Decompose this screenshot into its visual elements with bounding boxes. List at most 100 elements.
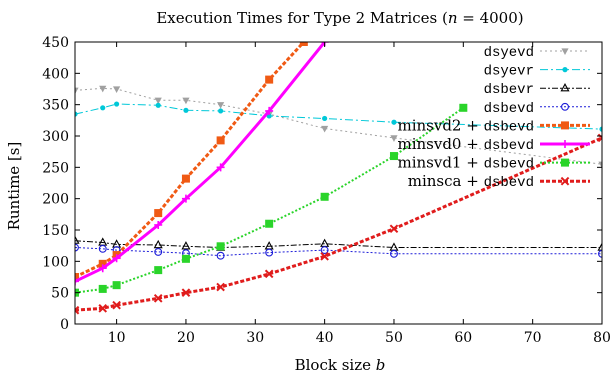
data-point [265, 219, 274, 228]
legend-label: minsvd0 + dsbevd [397, 135, 534, 154]
x-tick-label: 10 [108, 330, 126, 346]
data-point [389, 224, 399, 234]
data-point [155, 102, 161, 108]
data-point [216, 163, 225, 172]
data-point [113, 86, 121, 93]
legend-marker [561, 48, 569, 55]
data-point [112, 254, 121, 263]
legend-marker [560, 176, 570, 186]
data-point [459, 103, 468, 112]
data-point [75, 243, 79, 252]
data-point [216, 242, 225, 251]
legend-entry: minsvd1 + dsbevd [397, 154, 590, 173]
x-tick-label: 60 [454, 330, 472, 346]
data-point [216, 251, 225, 260]
x-tick-label: 70 [524, 330, 542, 346]
y-tick-label: 250 [42, 160, 69, 176]
legend-label: dsbevd [484, 101, 534, 117]
legend-entry: dsyevr [484, 64, 590, 80]
data-point [216, 136, 225, 145]
data-point [98, 244, 107, 253]
series-minsvd0-dsbevd [75, 42, 329, 286]
data-point [599, 126, 602, 132]
x-tick-label: 30 [246, 330, 264, 346]
legend-label: dsyevr [484, 64, 534, 80]
data-point [299, 42, 308, 46]
y-tick-label: 0 [60, 317, 69, 333]
data-point [322, 115, 328, 122]
data-point [112, 300, 121, 310]
legend-entry: dsbevr [484, 82, 590, 98]
data-point [321, 125, 329, 133]
data-point [390, 249, 398, 258]
data-point [389, 242, 399, 251]
data-point [98, 259, 107, 268]
data-point [75, 273, 79, 281]
series-line [75, 103, 602, 130]
legend-entry: dsyevd [484, 45, 590, 61]
data-point [75, 235, 80, 244]
data-point [320, 246, 329, 255]
data-point [98, 304, 108, 313]
legend-label: minsvd1 + dsbevd [397, 154, 534, 173]
data-point [389, 152, 398, 161]
data-point [98, 237, 108, 246]
chart-title: Execution Times for Type 2 Matrices (n =… [156, 9, 523, 27]
data-point [390, 135, 398, 142]
data-point [320, 238, 330, 247]
x-axis-label: Block size b [295, 356, 386, 374]
data-point [264, 269, 274, 279]
data-point [264, 241, 274, 250]
series-dsyevr [75, 101, 602, 132]
data-point [181, 241, 191, 250]
x-tick-label: 40 [316, 330, 334, 346]
data-point [320, 252, 329, 261]
series-minsca-dsbevd [75, 133, 602, 315]
data-point [597, 133, 602, 143]
series-dsbevd [75, 243, 602, 260]
data-point [100, 105, 106, 111]
data-point [154, 209, 163, 218]
legend-entry: minsca + dsbevd [408, 172, 590, 191]
data-point [265, 106, 274, 115]
legend-marker [560, 83, 570, 92]
x-tick-label: 50 [385, 330, 403, 346]
plot-frame [74, 41, 603, 325]
y-tick-label: 300 [42, 129, 69, 145]
data-point [153, 239, 163, 249]
series-line [75, 106, 464, 294]
data-point [218, 108, 224, 114]
y-tick-label: 400 [42, 66, 69, 82]
legend-marker [561, 121, 569, 130]
data-point [98, 284, 107, 293]
data-point [265, 75, 274, 84]
data-point [216, 282, 225, 292]
plot-area [75, 42, 602, 315]
series-line [75, 42, 326, 283]
x-tick-label: 80 [593, 330, 610, 346]
y-axis-label: Runtime [s] [5, 142, 23, 231]
legend-entry: minsvd0 + dsbevd [397, 135, 590, 154]
y-tick-label: 100 [42, 254, 69, 270]
data-point [598, 161, 602, 169]
y-tick-label: 150 [42, 223, 69, 239]
data-point [75, 305, 80, 315]
data-point [154, 97, 162, 105]
y-tick-label: 350 [42, 98, 69, 114]
data-point [320, 192, 329, 201]
data-point [183, 107, 189, 113]
x-tick-label: 20 [177, 330, 195, 346]
legend-marker [561, 158, 569, 167]
legend-entry: dsbevd [484, 101, 590, 117]
data-point [154, 266, 163, 275]
legend-marker [562, 67, 568, 73]
data-point [99, 85, 107, 93]
legend-label: minsca + dsbevd [408, 172, 534, 191]
legend-entry: minsvd2 + dsbevd [397, 116, 590, 135]
legend-marker [561, 102, 569, 111]
data-point [153, 293, 163, 303]
data-point [391, 119, 397, 125]
series-line [75, 247, 602, 257]
legend-label: minsvd2 + dsbevd [397, 116, 534, 135]
